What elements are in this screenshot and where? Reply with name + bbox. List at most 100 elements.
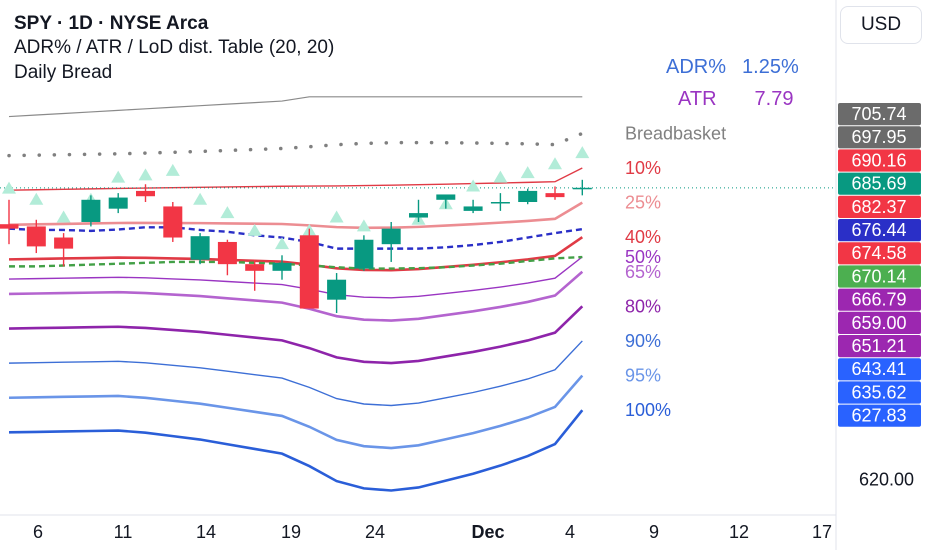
candle-body: [381, 228, 401, 245]
signal-triangle: [275, 237, 289, 250]
level-line-100pct: [8, 409, 584, 492]
price-tag-bg: [838, 311, 921, 334]
level-label-80pct: 80%: [625, 296, 661, 316]
price-tag-value: 627.83: [851, 406, 906, 426]
currency-button[interactable]: USD: [840, 6, 922, 44]
candle[interactable]: [545, 186, 565, 200]
candle[interactable]: [81, 195, 101, 227]
candle-body: [190, 236, 210, 260]
x-tick-label: Dec: [471, 522, 504, 542]
signal-triangle: [575, 146, 590, 159]
price-tag: 666.79: [838, 288, 921, 311]
price-tag-bg: [838, 126, 921, 149]
price-tag-bg: [838, 404, 921, 427]
signal-triangle: [247, 223, 262, 236]
candle-body: [518, 190, 538, 203]
price-tag-value: 643.41: [851, 359, 906, 379]
level-label-breadbasket: Breadbasket: [625, 123, 726, 143]
candle[interactable]: [518, 188, 538, 205]
candle[interactable]: [245, 259, 265, 291]
candle-body: [409, 213, 428, 218]
level-label-90pct: 90%: [625, 331, 661, 351]
candle-body: [299, 235, 319, 309]
x-tick-label: 4: [565, 522, 575, 542]
candle[interactable]: [0, 199, 19, 245]
candle[interactable]: [490, 193, 510, 211]
price-tag-bg: [838, 381, 921, 404]
price-tag: 643.41: [838, 358, 921, 381]
candle[interactable]: [327, 273, 347, 313]
candle-body: [572, 187, 592, 190]
level-label-65pct: 65%: [625, 262, 661, 282]
x-tick-label: 11: [114, 522, 133, 542]
candle[interactable]: [26, 219, 46, 254]
level-line-25pct: [8, 201, 583, 230]
x-tick-label: 14: [196, 522, 216, 542]
candle[interactable]: [272, 255, 292, 280]
price-tag-value: 670.14: [851, 266, 906, 286]
level-label-100pct: 100%: [625, 400, 671, 420]
price-tag: 674.58: [838, 242, 921, 265]
price-tag-value: 690.16: [851, 150, 906, 170]
candle[interactable]: [299, 228, 319, 309]
level-line-95pct: [8, 374, 584, 450]
price-tag-value: 697.95: [851, 127, 906, 147]
price-tag-value: 651.21: [851, 336, 906, 356]
x-tick-label: 9: [649, 522, 659, 542]
candle[interactable]: [572, 179, 592, 196]
signal-triangle: [356, 219, 371, 232]
price-tag: 705.74: [838, 103, 921, 126]
price-tag-value: 682.37: [851, 197, 906, 217]
price-tag: 682.37: [838, 195, 921, 218]
adr-row: ADR% 1.25%: [666, 56, 799, 79]
candle[interactable]: [463, 199, 483, 214]
signal-triangle: [138, 168, 153, 181]
atr-label: ATR: [678, 88, 717, 110]
level-line-breadbasket: [7, 131, 585, 158]
price-tag: 635.62: [838, 381, 921, 404]
signal-triangle: [548, 157, 562, 170]
indicator-title-2: Daily Bread: [14, 62, 113, 83]
atr-value: 7.79: [754, 88, 794, 110]
price-tag-bg: [838, 358, 921, 381]
candle-body: [54, 237, 74, 249]
level-label-95pct: 95%: [625, 366, 661, 386]
candle[interactable]: [54, 233, 74, 267]
adr-label: ADR%: [666, 56, 727, 78]
price-tag-value: 676.44: [851, 220, 906, 240]
candle-body: [545, 193, 565, 198]
candles: [0, 179, 592, 313]
price-tag-value: 705.74: [851, 104, 906, 124]
upper-line: [8, 96, 583, 118]
signal-triangle: [520, 166, 535, 179]
signal-triangle: [29, 192, 44, 205]
price-tag: 670.14: [838, 265, 921, 288]
price-tag-bg: [838, 103, 921, 126]
candle[interactable]: [436, 194, 456, 209]
candle-body: [272, 262, 292, 271]
candle[interactable]: [136, 184, 155, 203]
price-tag: 627.83: [838, 404, 921, 427]
price-tag-value: 659.00: [851, 313, 906, 333]
symbol-title: SPY · 1D · NYSE Arca: [14, 13, 209, 34]
candle[interactable]: [190, 233, 210, 265]
signal-triangle: [111, 170, 126, 183]
x-tick-label: 12: [729, 522, 749, 542]
candle[interactable]: [217, 239, 237, 276]
signal-triangle: [329, 210, 344, 223]
candle-body: [81, 199, 101, 222]
candle[interactable]: [163, 202, 183, 242]
candle[interactable]: [108, 193, 128, 214]
candle[interactable]: [409, 199, 428, 222]
x-tick-label: 24: [365, 522, 385, 542]
price-tag: 685.69: [838, 172, 921, 195]
level-lines: [7, 96, 585, 492]
candle-body: [217, 241, 237, 265]
candle[interactable]: [354, 235, 374, 271]
candle[interactable]: [381, 221, 401, 262]
price-tag-bg: [838, 335, 921, 358]
level-label-50pct: 50%: [625, 247, 661, 267]
x-tick-label: 6: [33, 522, 43, 542]
candle-body: [463, 206, 483, 211]
